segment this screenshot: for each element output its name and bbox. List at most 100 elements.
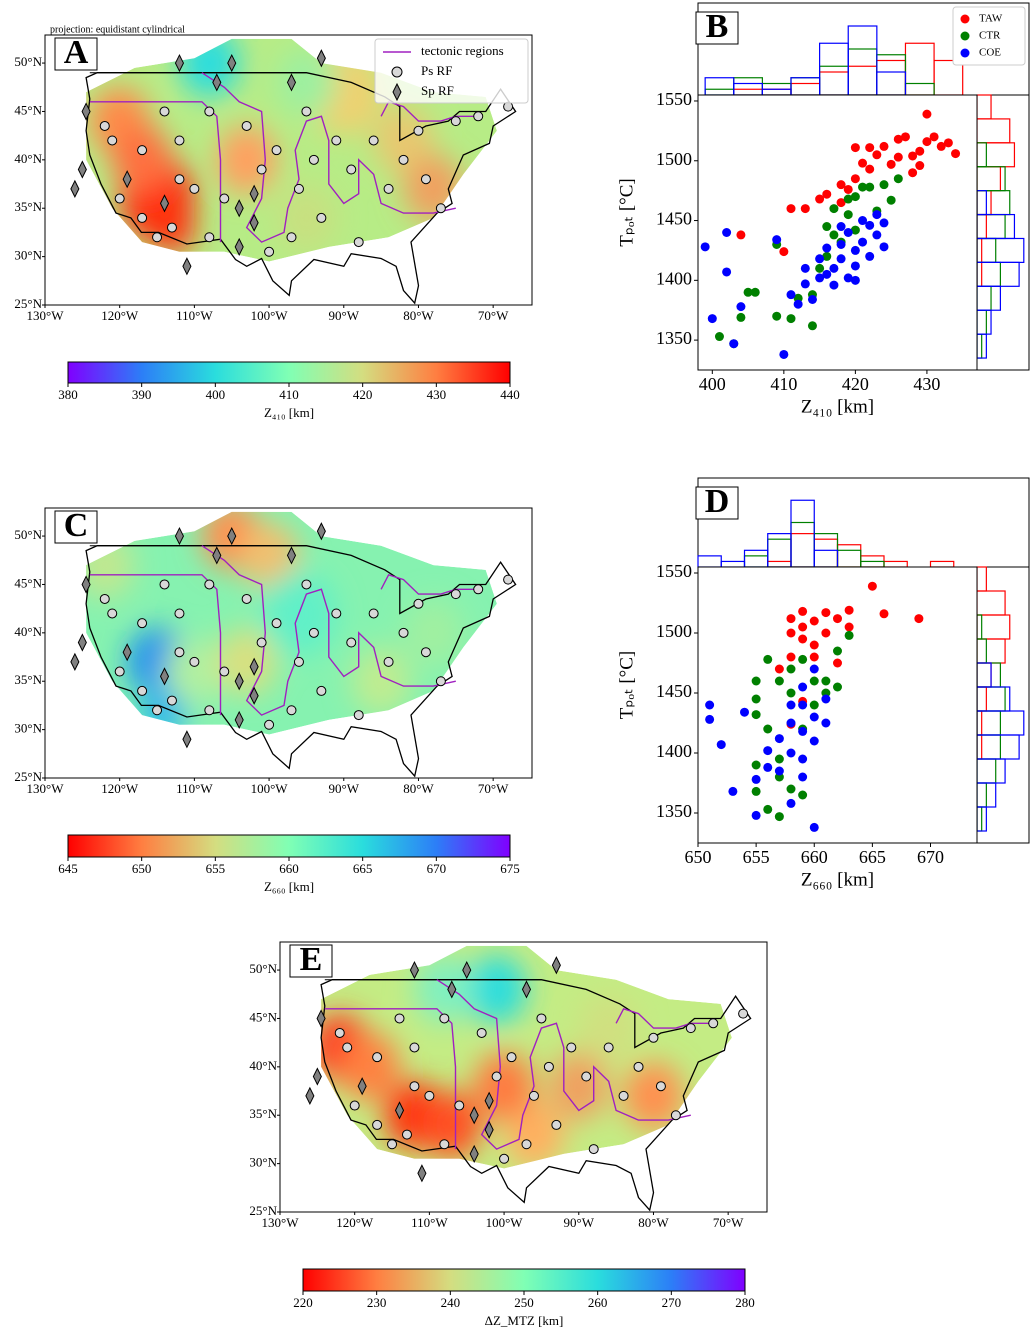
- field-blob: [623, 1061, 684, 1130]
- colorbar-label: Z₆₆₀ [km]: [264, 879, 314, 894]
- x-tick-label: 120°W: [336, 1215, 374, 1230]
- point: [836, 222, 846, 232]
- ps-station: [543, 1061, 554, 1072]
- point: [798, 682, 808, 692]
- x-hist-bar: [819, 65, 849, 96]
- y-hist-bar: [976, 734, 983, 760]
- point: [815, 194, 825, 204]
- ps-station: [256, 637, 267, 648]
- y-hist-bar: [976, 758, 1006, 784]
- point: [821, 628, 831, 638]
- point: [822, 243, 832, 253]
- x-hist-bar: [761, 88, 792, 96]
- ps-station: [174, 135, 185, 146]
- ps-station: [394, 1013, 405, 1024]
- y-hist-bar: [976, 213, 1016, 240]
- y-hist-bar: [976, 261, 1020, 287]
- y-tick-label: 1350: [656, 801, 692, 821]
- ps-station: [219, 666, 230, 677]
- colorbar-tick-label: 420: [353, 387, 373, 402]
- panel-label-box: [695, 11, 739, 45]
- y-hist-bar: [976, 566, 987, 592]
- point: [774, 754, 784, 764]
- x-hist-bar: [819, 71, 849, 96]
- y-hist-bar: [976, 734, 1001, 760]
- point: [809, 712, 819, 722]
- sp-station: [521, 980, 532, 999]
- y-tick-label: 45°N: [14, 102, 42, 117]
- point: [872, 230, 882, 240]
- point: [836, 254, 846, 264]
- x-hist-bar: [819, 42, 849, 96]
- ps-station: [521, 1139, 532, 1150]
- point: [922, 137, 932, 147]
- point: [908, 168, 918, 178]
- sp-station: [159, 667, 170, 686]
- y-hist-bar: [976, 213, 1006, 240]
- point: [822, 251, 832, 261]
- point: [740, 707, 749, 717]
- tectonic-boundary: [324, 1008, 457, 1150]
- point: [700, 242, 710, 252]
- y-tick-label: 45°N: [249, 1009, 277, 1024]
- ps-station: [137, 145, 148, 156]
- ps-station: [241, 593, 252, 604]
- x-tick-label: 655: [743, 847, 770, 867]
- ps-station: [152, 705, 163, 716]
- ps-station: [536, 1013, 547, 1024]
- point: [786, 784, 796, 794]
- point: [858, 237, 868, 247]
- x-tick-label: 90°W: [329, 781, 360, 796]
- ps-station: [551, 1119, 562, 1130]
- colorbar-tick-label: 220: [293, 1295, 313, 1310]
- point: [833, 682, 842, 692]
- ps-station: [107, 608, 118, 619]
- field-blob: [239, 521, 300, 590]
- y-tick-label: 35°N: [249, 1106, 277, 1121]
- sp-station: [81, 102, 91, 121]
- point: [836, 180, 846, 190]
- ps-station: [271, 618, 282, 629]
- x-hist-bar: [836, 549, 862, 568]
- point: [914, 614, 924, 624]
- y-hist-bar: [976, 806, 983, 832]
- point: [829, 204, 839, 214]
- tectonic-boundary: [89, 101, 222, 243]
- sp-station: [234, 710, 244, 730]
- colorbar-tick-label: 380: [58, 387, 78, 402]
- ps-station: [219, 193, 230, 204]
- y-hist-bar: [976, 142, 987, 168]
- point: [844, 605, 854, 615]
- point: [774, 812, 784, 822]
- sp-station: [551, 956, 561, 975]
- colorbar-tick-label: 670: [427, 861, 447, 876]
- point: [729, 339, 739, 349]
- legend-box: [952, 6, 1026, 66]
- point: [879, 242, 889, 252]
- sp-station: [77, 633, 87, 652]
- ps-station: [137, 685, 148, 696]
- ps-station: [409, 1081, 420, 1092]
- sp-station: [234, 199, 244, 218]
- point: [786, 652, 796, 662]
- point: [821, 676, 831, 686]
- point: [786, 314, 796, 324]
- color-field: [321, 945, 732, 1169]
- y-hist-bar: [976, 638, 987, 664]
- point: [833, 658, 842, 668]
- point: [821, 608, 831, 618]
- x-tick-label: 665: [859, 847, 886, 867]
- sp-station: [234, 672, 244, 691]
- point: [774, 664, 784, 674]
- x-hist-bar: [704, 77, 735, 96]
- x-hist-bar: [847, 25, 878, 96]
- y-tick-label: 25°N: [14, 769, 42, 784]
- sp-station: [469, 1106, 479, 1125]
- point: [798, 754, 808, 764]
- tectonic-boundary: [89, 574, 222, 716]
- ps-station: [398, 627, 409, 638]
- point: [763, 804, 773, 814]
- x-hist-bar: [790, 533, 815, 568]
- point: [943, 138, 953, 148]
- y-axis-label: Tₚₒₜ [°C]: [616, 651, 637, 720]
